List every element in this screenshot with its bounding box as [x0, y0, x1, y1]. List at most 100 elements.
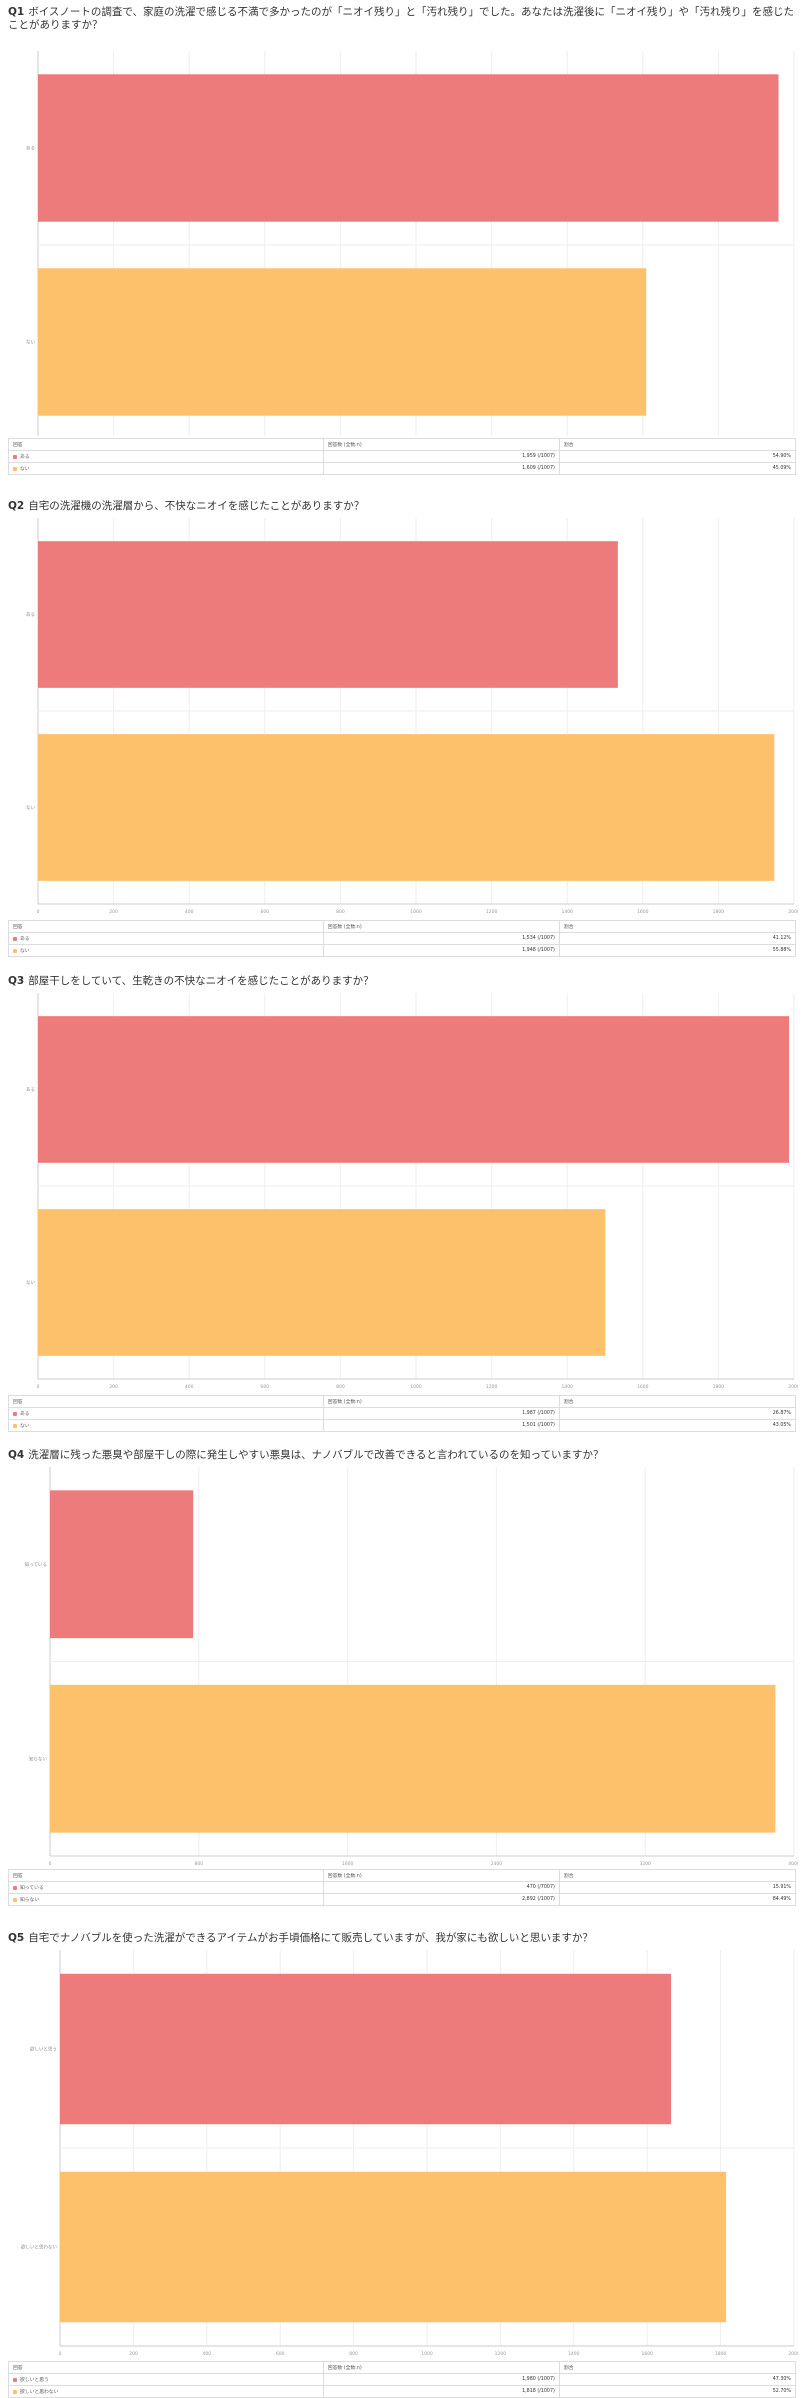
row-share: 41.12% [558, 932, 797, 945]
row-count: 1,534 (/1007) [322, 932, 560, 945]
table-row: ない 1,948 (/1007) 55.88% [8, 944, 797, 957]
legend-swatch [13, 2377, 17, 2382]
chart-svg: 0 200 400 600 800 1000 1200 1400 1600 1800 2000 欲しい… [21, 1950, 798, 2357]
question-text: 部屋干しをしていて、生乾きの不快なニオイを感じたことがありますか？ [28, 975, 374, 987]
question-number: Q2 [8, 500, 25, 512]
bar-chart: 0 200 400 600 800 1000 1200 1400 1600 1800 2000 欲しい… [8, 1950, 798, 2359]
question-section-3: Q3 部屋干しをしていて、生乾きの不快なニオイを感じたことがありますか？ 0 200 4… [0, 975, 804, 1432]
x-tick-label: 600 [261, 1384, 270, 1390]
table-header-row: 回答 回答数 (全数:n) 割合 [8, 1869, 797, 1882]
x-tick-label: 1600 [342, 1861, 354, 1867]
x-tick-label: 3200 [639, 1861, 651, 1867]
legend-swatch [13, 1423, 17, 1428]
legend-swatch [13, 948, 17, 953]
row-option: ある [8, 1407, 324, 1420]
results-table: 回答 回答数 (全数:n) 割合 ある 1,987 (/1007) 26.87% ない 1,5… [8, 1395, 797, 1432]
bar-1 [50, 1490, 194, 1639]
header-count: 回答数 (全数:n) [322, 438, 560, 451]
x-tick-label: 1400 [561, 909, 573, 915]
x-tick-label: 800 [195, 1861, 204, 1867]
row-option-label: 知っている [20, 1886, 44, 1891]
x-tick-label: 1800 [715, 2351, 727, 2357]
bar-1 [38, 541, 618, 688]
header-count: 回答数 (全数:n) [322, 2361, 560, 2374]
chart-svg: 0200400600800100012001400160018002000あるな… [26, 993, 798, 1390]
bar-chart: 0200400600800100012001400160018002000あるな… [8, 36, 798, 436]
row-option-label: ある [20, 937, 30, 942]
category-label: ない [26, 339, 35, 346]
x-tick-label: 200 [109, 909, 118, 915]
x-tick-label: 1600 [641, 2351, 653, 2357]
x-tick-label: 400 [203, 2351, 212, 2357]
legend-swatch [13, 1411, 17, 1416]
x-tick-label: 600 [276, 2351, 285, 2357]
results-table: 回答 回答数 (全数:n) 割合 欲しいと思う 1,980 (/1007) 47.30% 欲… [8, 2361, 797, 2398]
results-table: 回答 回答数 (全数:n) 割合 ある 1,959 (/1007) 54.90% ない 1,6… [8, 438, 797, 475]
header-option: 回答 [8, 1395, 324, 1408]
header-option: 回答 [8, 2361, 324, 2374]
category-label: ない [26, 1279, 35, 1286]
x-tick-label: 0 [37, 1384, 40, 1390]
x-tick-label: 2000 [788, 909, 798, 915]
row-option: 欲しいと思う [8, 2373, 324, 2386]
question-section-4: Q4 洗濯層に残った悪臭や部屋干しの際に発生しやすい悪臭は、ナノバブルで改善できる… [0, 1449, 804, 1906]
row-option: ない [8, 462, 324, 475]
row-option: ある [8, 932, 324, 945]
bar-2 [38, 268, 647, 416]
question-text: 洗濯層に残った悪臭や部屋干しの際に発生しやすい悪臭は、ナノバブルで改善できると言… [28, 1449, 604, 1461]
legend-swatch [13, 1897, 17, 1902]
header-option: 回答 [8, 920, 324, 933]
table-row: 知らない 2,892 (/1007) 84.49% [8, 1893, 797, 1906]
header-option: 回答 [8, 1869, 324, 1882]
row-count: 1,609 (/1007) [322, 462, 560, 475]
question-title: Q2 自宅の洗濯機の洗濯層から、不快なニオイを感じたことがありますか？ [8, 500, 798, 513]
x-tick-label: 1200 [486, 1384, 498, 1390]
legend-swatch [13, 1885, 17, 1890]
category-label: ない [26, 804, 35, 811]
chart-svg: 0200400600800100012001400160018002000あるな… [26, 51, 795, 436]
header-share: 割合 [558, 920, 797, 933]
category-label: ある [26, 1087, 35, 1093]
row-share: 26.87% [558, 1407, 797, 1420]
x-tick-label: 400 [185, 1384, 194, 1390]
table-row: 欲しいと思う 1,980 (/1007) 47.30% [8, 2373, 797, 2386]
question-number: Q5 [8, 1932, 25, 1944]
x-tick-label: 1200 [486, 909, 498, 915]
table-row: ない 1,501 (/1007) 43.05% [8, 1419, 797, 1432]
question-section-2: Q2 自宅の洗濯機の洗濯層から、不快なニオイを感じたことがありますか？ 0 200 40… [0, 500, 804, 957]
row-option-label: ある [20, 1412, 30, 1417]
row-option: 知らない [8, 1893, 324, 1906]
row-option: ある [8, 450, 324, 463]
table-row: ある 1,959 (/1007) 54.90% [8, 450, 797, 463]
legend-swatch [13, 466, 17, 471]
bar-chart: 0200400600800100012001400160018002000あるな… [8, 518, 798, 918]
x-tick-label: 1600 [637, 1384, 649, 1390]
row-option: ない [8, 1419, 324, 1432]
question-title: Q4 洗濯層に残った悪臭や部屋干しの際に発生しやすい悪臭は、ナノバブルで改善できる… [8, 1449, 798, 1462]
x-tick-label: 800 [336, 1384, 345, 1390]
header-count: 回答数 (全数:n) [322, 920, 560, 933]
x-tick-label: 400 [185, 909, 194, 915]
x-tick-label: 0 [49, 1861, 52, 1867]
x-tick-label: 1400 [561, 1384, 573, 1390]
header-option: 回答 [8, 438, 324, 451]
row-share: 84.49% [558, 1893, 797, 1906]
row-count: 1,501 (/1007) [322, 1419, 560, 1432]
x-tick-label: 1800 [713, 909, 725, 915]
x-tick-label: 1800 [713, 1384, 725, 1390]
x-tick-label: 4000 [788, 1861, 798, 1867]
x-tick-label: 800 [336, 909, 345, 915]
x-tick-label: 2000 [788, 2351, 798, 2357]
bar-chart: 0200400600800100012001400160018002000あるな… [8, 993, 798, 1393]
row-option-label: ない [20, 467, 30, 472]
question-title: Q1 ボイスノートの調査で、家庭の洗濯で感じる不満で多かったのが「ニオイ残り」と「… [8, 6, 798, 32]
bar-2 [50, 1684, 776, 1833]
category-label: 欲しいと思わない [21, 2244, 57, 2251]
question-number: Q1 [8, 6, 25, 18]
row-option-label: ある [20, 455, 30, 460]
category-label: 知らない [29, 1755, 47, 1762]
x-tick-label: 1400 [568, 2351, 580, 2357]
row-count: 1,948 (/1007) [322, 944, 560, 957]
row-share: 55.88% [558, 944, 797, 957]
